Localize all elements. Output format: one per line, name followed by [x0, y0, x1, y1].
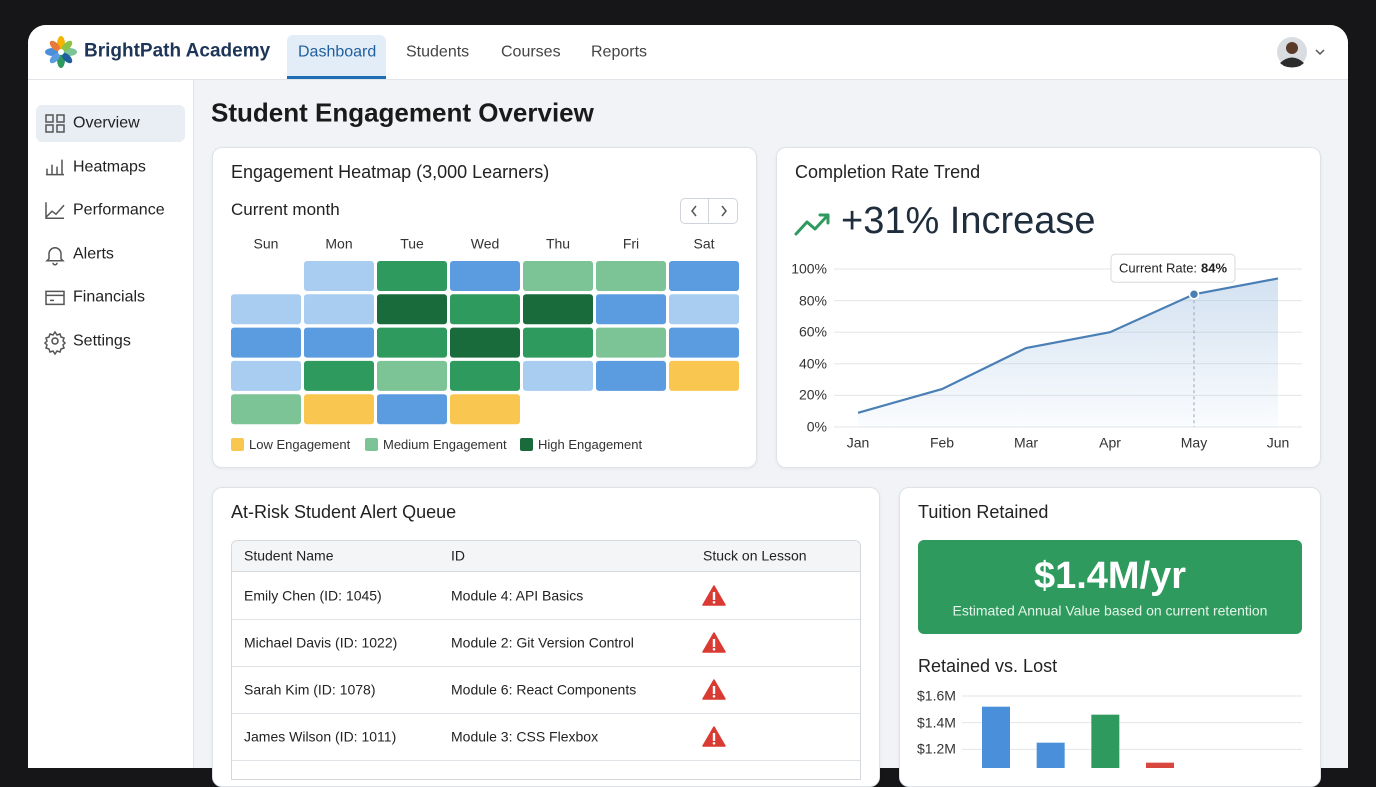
weekday-label: Wed: [470, 235, 500, 252]
x-tick-label: Jun: [1266, 434, 1290, 451]
card-title: At-Risk Student Alert Queue: [231, 502, 457, 523]
y-tick-label: 60%: [798, 323, 827, 340]
y-tick-label: 100%: [791, 260, 827, 277]
table-header: [232, 541, 860, 572]
page-title: Student Engagement Overview: [211, 97, 594, 128]
tuition-card: [899, 487, 1321, 787]
y-tick-label: 20%: [798, 386, 827, 403]
headline: +31% Increase: [841, 200, 1096, 243]
kpi-caption: Estimated Annual Value based on current …: [952, 602, 1268, 619]
table-cell: Emily Chen (ID: 1045): [244, 587, 382, 604]
chart-title: Retained vs. Lost: [918, 656, 1058, 677]
legend-label: Low Engagement: [249, 437, 351, 453]
y-tick-label: 40%: [798, 355, 827, 372]
weekday-label: Sat: [693, 235, 715, 252]
table-cell: Module 6: React Components: [451, 681, 637, 698]
sidebar-item[interactable]: Alerts: [73, 245, 114, 263]
column-header: Student Name: [244, 547, 334, 564]
row-divider: [232, 619, 860, 620]
kpi-value: $1.4M/yr: [1033, 555, 1187, 598]
y-tick-label: $1.2M: [917, 740, 956, 757]
legend-label: Medium Engagement: [383, 437, 507, 453]
table: [231, 540, 861, 780]
table-cell: Module 3: CSS Flexbox: [451, 728, 599, 745]
heatmap-card: [212, 147, 757, 468]
brand-name: BrightPath Academy: [84, 40, 271, 62]
nav-tab[interactable]: Reports: [591, 43, 648, 61]
row-divider: [232, 713, 860, 714]
nav-tab[interactable]: Students: [406, 43, 470, 61]
sidebar-item[interactable]: Settings: [73, 332, 131, 350]
x-tick-label: Apr: [1099, 434, 1121, 451]
nav-tab[interactable]: Dashboard: [298, 43, 377, 61]
x-tick-label: Feb: [929, 434, 955, 451]
table-cell: Module 2: Git Version Control: [451, 634, 634, 651]
card-subtitle: Current month: [231, 199, 340, 219]
header-bar: [28, 25, 1348, 80]
sidebar: [28, 80, 194, 768]
table-cell: James Wilson (ID: 1011): [244, 728, 397, 745]
sidebar-item[interactable]: Heatmaps: [73, 158, 146, 175]
x-tick-label: May: [1180, 434, 1208, 451]
weekday-label: Fri: [622, 235, 640, 252]
y-tick-label: 0%: [806, 418, 827, 435]
sidebar-item[interactable]: Performance: [73, 201, 165, 219]
card-title: Tuition Retained: [918, 502, 1049, 523]
column-header: Stuck on Lesson: [703, 547, 807, 564]
device: BrightPath Academy Dashboard Students Cours…: [28, 25, 1348, 787]
card-title: Completion Rate Trend: [795, 162, 981, 183]
weekday-label: Sun: [253, 235, 279, 252]
x-tick-label: Jan: [846, 434, 870, 451]
table-cell: Sarah Kim (ID: 1078): [244, 681, 376, 698]
kpi-box: [918, 540, 1302, 634]
weekday-label: Thu: [545, 235, 571, 252]
prev-button[interactable]: [680, 198, 709, 224]
weekday-label: Tue: [400, 235, 424, 252]
legend-label: High Engagement: [538, 437, 643, 453]
next-button[interactable]: [709, 198, 738, 224]
weekday-label: Mon: [325, 235, 353, 252]
page: BrightPath Academy Dashboard Students Cours…: [28, 25, 1348, 787]
completion-card: [776, 147, 1321, 468]
active-tab-bg[interactable]: [287, 35, 386, 79]
card-title: Engagement Heatmap (3,000 Learners): [231, 162, 550, 183]
row-divider: [232, 666, 860, 667]
table-cell: Module 4: API Basics: [451, 587, 584, 604]
y-tick-label: $1.6M: [917, 687, 956, 704]
sidebar-item[interactable]: Overview: [73, 114, 140, 132]
nav-tab[interactable]: Courses: [501, 43, 561, 61]
row-divider: [232, 760, 860, 761]
sidebar-item[interactable]: Financials: [73, 288, 146, 306]
column-header: ID: [451, 547, 465, 564]
y-tick-label: 80%: [798, 292, 827, 309]
table-cell: Michael Davis (ID: 1022): [244, 634, 398, 651]
y-tick-label: $1.4M: [917, 714, 956, 731]
x-tick-label: Mar: [1013, 434, 1039, 451]
